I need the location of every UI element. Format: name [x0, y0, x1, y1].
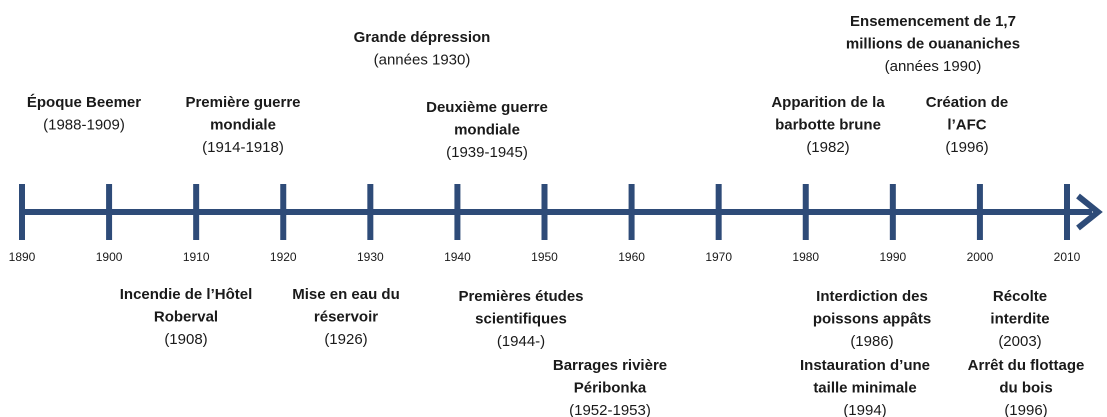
event-title: Péribonka — [574, 379, 647, 396]
event-date: (1952-1953) — [569, 402, 651, 417]
event-date: (1986) — [850, 333, 893, 350]
event-title: Interdiction des — [816, 288, 928, 305]
event-title: Instauration d’une — [800, 357, 930, 374]
event-title: mondiale — [454, 121, 520, 138]
event-title: Incendie de l’Hôtel — [120, 286, 253, 303]
event-date: (1996) — [1004, 402, 1047, 417]
year-label: 2010 — [1054, 250, 1081, 264]
event-date: (1944-) — [497, 333, 545, 350]
event-title: scientifiques — [475, 310, 567, 327]
year-label: 1990 — [879, 250, 906, 264]
event-title: Première guerre — [185, 94, 300, 111]
year-label: 2000 — [967, 250, 994, 264]
event-title: Barrages rivière — [553, 357, 667, 374]
event-title: Récolte — [993, 288, 1047, 305]
event-date: (1994) — [843, 402, 886, 417]
event-title: millions de ouananiches — [846, 35, 1020, 52]
event-title: Ensemencement de 1,7 — [850, 13, 1016, 30]
year-label: 1950 — [531, 250, 558, 264]
event-title: taille minimale — [813, 379, 916, 396]
event-title: du bois — [999, 379, 1052, 396]
year-label: 1910 — [183, 250, 210, 264]
event-title: Deuxième guerre — [426, 99, 548, 116]
axis-arrow — [1076, 193, 1103, 231]
year-label: 1920 — [270, 250, 297, 264]
event-title: barbotte brune — [775, 116, 881, 133]
year-label: 1970 — [705, 250, 732, 264]
event-date: (1914-1918) — [202, 139, 284, 156]
year-label: 1980 — [792, 250, 819, 264]
year-label: 1930 — [357, 250, 384, 264]
event-title: réservoir — [314, 308, 378, 325]
event-date: (1996) — [945, 139, 988, 156]
event-date: (années 1930) — [374, 51, 471, 68]
event-date: (1939-1945) — [446, 144, 528, 161]
event-title: Grande dépression — [354, 29, 491, 46]
event-title: mondiale — [210, 116, 276, 133]
event-title: interdite — [990, 310, 1049, 327]
event-date: (1926) — [324, 331, 367, 348]
event-title: Arrêt du flottage — [968, 357, 1085, 374]
event-title: poissons appâts — [813, 310, 931, 327]
event-title: Mise en eau du — [292, 286, 400, 303]
event-title: Apparition de la — [771, 94, 885, 111]
event-date: (années 1990) — [885, 58, 982, 75]
event-title: Premières études — [458, 288, 583, 305]
year-label: 1890 — [9, 250, 36, 264]
year-label: 1940 — [444, 250, 471, 264]
event-title: Création de — [926, 94, 1009, 111]
event-date: (1908) — [164, 331, 207, 348]
event-date: (2003) — [998, 333, 1041, 350]
year-label: 1960 — [618, 250, 645, 264]
year-label: 1900 — [96, 250, 123, 264]
event-title: Époque Beemer — [27, 94, 141, 111]
event-title: Roberval — [154, 308, 218, 325]
event-date: (1982) — [806, 139, 849, 156]
event-title: l’AFC — [947, 116, 986, 133]
event-date: (1988-1909) — [43, 116, 125, 133]
